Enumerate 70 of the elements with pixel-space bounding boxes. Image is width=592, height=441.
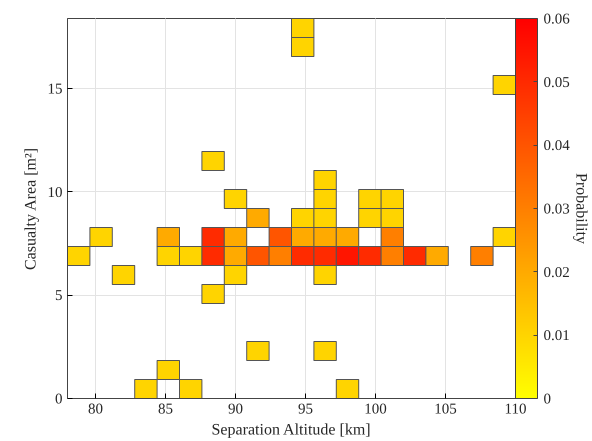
point — [336, 227, 360, 247]
point — [380, 208, 404, 228]
color-bar-label: 0.02 — [544, 264, 570, 281]
point — [313, 227, 337, 247]
point — [313, 189, 337, 209]
x-tick-label: 80 — [88, 402, 103, 418]
point — [112, 265, 136, 285]
color-bar-label: 0 — [544, 392, 551, 408]
point — [425, 246, 449, 266]
point — [291, 18, 314, 38]
point — [313, 265, 337, 285]
color-bar-label: 0.03 — [544, 202, 570, 218]
point — [358, 189, 382, 209]
point — [380, 189, 404, 209]
point — [134, 379, 158, 398]
point — [246, 341, 270, 361]
color-bar-title: Probability — [572, 172, 590, 244]
point — [470, 246, 494, 266]
point — [224, 227, 248, 247]
point — [201, 284, 225, 304]
point — [492, 227, 516, 247]
point — [313, 170, 337, 190]
point — [179, 246, 202, 266]
y-tick-label: 5 — [55, 288, 62, 304]
point — [358, 246, 382, 266]
point — [313, 341, 337, 361]
x-tick-label: 110 — [504, 402, 526, 418]
point — [291, 37, 314, 57]
point — [313, 246, 337, 266]
color-bar-label: 0.06 — [544, 12, 570, 28]
y-tick-label: 0 — [55, 392, 62, 408]
point — [156, 246, 180, 266]
point — [380, 246, 404, 266]
point — [336, 379, 360, 398]
point — [246, 246, 270, 266]
x-tick-label: 85 — [158, 402, 173, 418]
point — [403, 246, 426, 266]
x-tick-label: 90 — [228, 402, 243, 418]
point — [291, 246, 314, 266]
x-tick-label: 95 — [298, 402, 313, 418]
point — [268, 227, 292, 247]
point — [358, 208, 382, 228]
point — [89, 227, 113, 247]
point — [336, 246, 360, 266]
color-bar-label: 0.01 — [544, 328, 570, 344]
point — [380, 227, 404, 247]
point — [246, 208, 270, 228]
point — [291, 227, 314, 247]
point — [68, 246, 90, 266]
x-axis-title: Separation Altitude [km] — [212, 422, 371, 438]
x-tick-label: 100 — [364, 402, 387, 418]
point — [268, 246, 292, 266]
y-axis-title: Casualty Area [m²] — [22, 148, 40, 270]
point — [313, 208, 337, 228]
color-bar-label: 0.05 — [544, 74, 570, 91]
y-tick-label: 10 — [48, 184, 62, 201]
point — [224, 246, 248, 266]
y-tick-label: 15 — [48, 82, 62, 98]
point — [201, 246, 225, 266]
point — [224, 265, 248, 285]
point — [201, 151, 225, 171]
point — [492, 75, 516, 95]
point — [224, 189, 248, 209]
color-bar-label: 0.04 — [544, 138, 570, 154]
x-tick-label: 105 — [434, 402, 457, 418]
point — [156, 227, 180, 247]
point — [179, 379, 202, 398]
point — [201, 227, 225, 247]
point — [156, 360, 180, 380]
point — [291, 208, 314, 228]
